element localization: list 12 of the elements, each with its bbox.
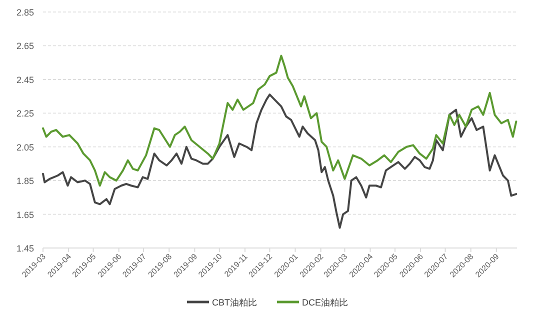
legend-label: CBT油粕比 [212,298,257,308]
y-tick-label: 2.05 [16,142,34,152]
y-tick-label: 2.65 [16,41,34,52]
y-tick-label: 1.85 [16,176,34,186]
y-tick-label: 2.85 [16,8,34,18]
line-series [42,54,518,187]
legend-label: DCE油粕比 [302,298,348,308]
y-tick-label: 2.25 [16,108,34,119]
y-tick-label: 2.45 [16,74,34,85]
y-tick-label: 1.65 [16,210,34,220]
y-tick-label: 1.45 [16,244,34,254]
line-series [42,94,518,229]
